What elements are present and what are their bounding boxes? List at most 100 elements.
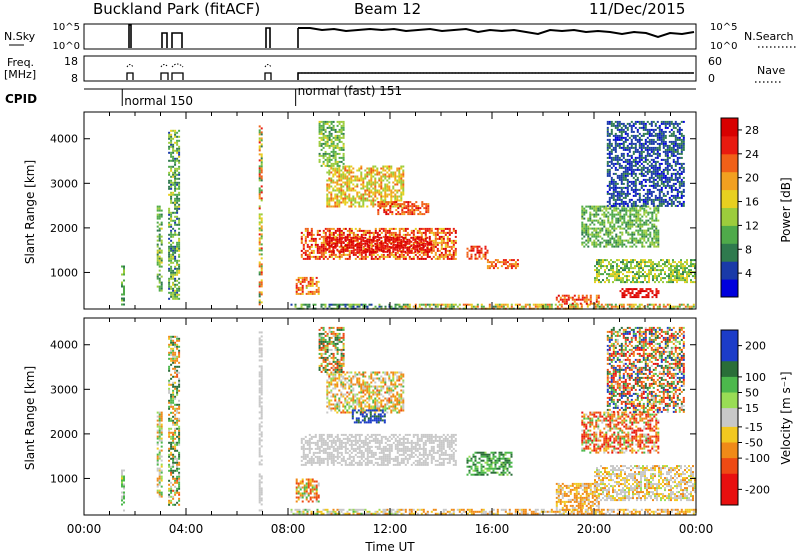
- echo-cell: [301, 292, 304, 295]
- echo-cell: [297, 286, 300, 289]
- echo-cell: [390, 253, 393, 256]
- echo-cell: [346, 236, 349, 239]
- echo-cell: [330, 122, 333, 125]
- echo-cell: [618, 279, 620, 282]
- echo-cell: [420, 257, 423, 260]
- echo-cell: [621, 241, 624, 244]
- echo-cell: [330, 197, 333, 200]
- echo-cell: [645, 209, 648, 212]
- echo-cell: [394, 231, 397, 234]
- echo-cell: [360, 165, 363, 168]
- echo-cell: [290, 303, 293, 306]
- echo-cell: [610, 156, 613, 159]
- echo-cell: [630, 120, 633, 123]
- echo-cell: [640, 259, 642, 262]
- echo-cell: [299, 288, 302, 291]
- echo-cell: [674, 188, 677, 191]
- echo-cell: [350, 187, 353, 190]
- echo-cell: [611, 211, 614, 214]
- echo-cell: [632, 194, 635, 197]
- echo-cell: [662, 138, 665, 141]
- echo-cell: [638, 140, 641, 143]
- echo-cell: [322, 120, 325, 123]
- echo-cell: [492, 261, 495, 264]
- echo-cell: [646, 303, 649, 306]
- echo-cell: [378, 305, 381, 308]
- echo-cell: [372, 175, 375, 178]
- echo-cell: [356, 242, 359, 245]
- echo-cell: [621, 239, 624, 242]
- echo-cell: [258, 265, 261, 268]
- echo-cell: [406, 231, 409, 234]
- echo-cell: [308, 255, 311, 258]
- echo-cell: [430, 257, 433, 260]
- echo-cell: [657, 237, 660, 240]
- echo-cell: [605, 233, 608, 236]
- echo-cell: [638, 182, 641, 185]
- echo-cell: [370, 181, 373, 184]
- echo-cell: [637, 239, 640, 242]
- echo-cell: [605, 209, 608, 212]
- echo-cell: [168, 173, 171, 176]
- nsearch-tick-low: 10^0: [710, 41, 737, 52]
- echo-cell: [330, 132, 333, 135]
- echo-cell: [624, 158, 627, 161]
- echo-cell: [656, 172, 659, 175]
- echo-cell: [640, 152, 643, 155]
- echo-cell: [348, 303, 351, 306]
- echo-cell: [448, 251, 451, 254]
- echo-cell: [654, 160, 657, 163]
- echo-cell: [624, 281, 626, 284]
- echo-cell: [302, 303, 305, 306]
- echo-cell: [636, 263, 638, 266]
- echo-cell: [672, 142, 675, 145]
- echo-cell: [632, 204, 635, 207]
- echo-cell: [654, 269, 656, 272]
- echo-cell: [348, 255, 351, 258]
- echo-cell: [628, 158, 631, 161]
- echo-cell: [612, 134, 615, 137]
- echo-cell: [322, 122, 325, 125]
- echo-cell: [384, 193, 387, 196]
- echo-cell: [172, 249, 175, 252]
- echo-cell: [352, 175, 355, 178]
- echo-cell: [380, 197, 383, 200]
- echo-cell: [642, 132, 645, 135]
- echo-cell: [301, 280, 304, 283]
- echo-cell: [616, 305, 619, 308]
- echo-cell: [600, 265, 602, 268]
- echo-cell: [390, 238, 393, 241]
- echo-cell: [608, 134, 611, 137]
- echo-cell: [374, 229, 377, 232]
- echo-cell: [376, 257, 379, 260]
- echo-cell: [396, 179, 399, 182]
- echo-cell: [338, 251, 341, 254]
- echo-cell: [624, 265, 626, 268]
- echo-cell: [618, 130, 621, 133]
- echo-cell: [340, 248, 343, 251]
- echo-cell: [322, 132, 325, 135]
- echo-cell: [632, 305, 635, 308]
- echo-cell: [658, 152, 661, 155]
- echo-cell: [637, 213, 640, 216]
- echo-cell: [666, 158, 669, 161]
- echo-cell: [651, 215, 654, 218]
- echo-cell: [328, 305, 331, 308]
- echo-cell: [474, 305, 477, 308]
- echo-cell: [350, 165, 353, 168]
- echo-cell: [340, 124, 343, 127]
- echo-cell: [400, 240, 403, 243]
- echo-cell: [358, 250, 361, 253]
- echo-cell: [304, 241, 307, 244]
- echo-cell: [668, 180, 671, 183]
- echo-cell: [170, 213, 173, 216]
- echo-cell: [416, 237, 419, 240]
- echo-cell: [666, 281, 668, 284]
- echo-cell: [674, 277, 676, 280]
- echo-cell: [446, 243, 449, 246]
- echo-cell: [360, 240, 363, 243]
- echo-cell: [623, 221, 626, 224]
- echo-cell: [425, 207, 428, 210]
- echo-cell: [610, 178, 613, 181]
- echo-cell: [448, 257, 451, 260]
